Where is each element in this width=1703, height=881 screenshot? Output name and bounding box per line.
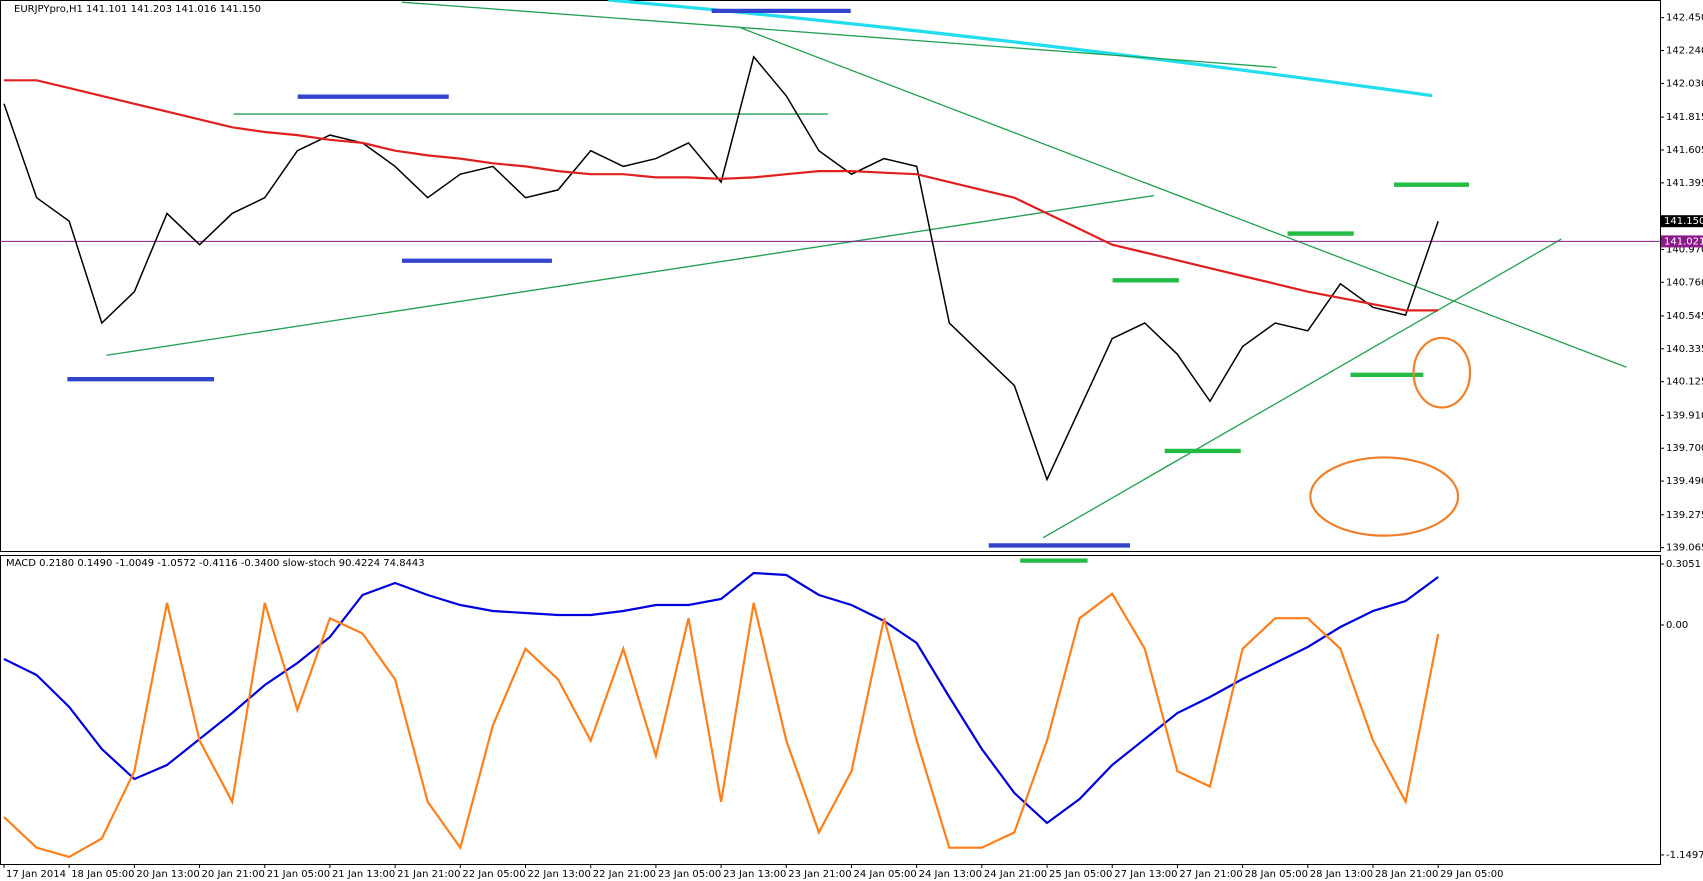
y-tick-label: 140.125 [1666,377,1703,388]
y-tick-label: 142.450 [1666,13,1703,24]
y-tick-label: 140.970 [1666,244,1703,255]
x-tick-label: 22 Jan 05:00 [462,869,525,880]
y-tick-label: 140.545 [1666,311,1703,322]
y-tick-label: -1.1497 [1666,850,1703,861]
x-tick-label: 23 Jan 05:00 [658,869,721,880]
y-tick-label: 0.00 [1666,620,1688,631]
y-tick-label: 140.335 [1666,344,1703,355]
indicator-header: MACD 0.2180 0.1490 -1.0049 -1.0572 -0.41… [6,558,425,569]
x-tick-label: 21 Jan 05:00 [267,869,330,880]
y-tick-label: 139.065 [1666,543,1703,554]
y-tick-label: 139.275 [1666,510,1703,521]
trendline [738,26,1627,368]
price-tag-label: 141.021 [1664,236,1703,247]
y-tick-label: 0.3051 [1666,559,1701,570]
x-tick-label: 22 Jan 21:00 [593,869,656,880]
x-tick-label: 28 Jan 05:00 [1245,869,1308,880]
x-tick-label: 27 Jan 21:00 [1179,869,1242,880]
series-line [3,592,1440,859]
x-tick-label: 23 Jan 13:00 [723,869,786,880]
x-tick-label: 20 Jan 13:00 [136,869,199,880]
x-tick-label: 27 Jan 13:00 [1114,869,1177,880]
y-tick-label: 141.605 [1666,145,1703,156]
x-tick-label: 28 Jan 13:00 [1310,869,1373,880]
y-tick-label: 141.395 [1666,178,1703,189]
main-header: EURJPYpro,H1 141.101 141.203 141.016 141… [14,4,261,15]
y-tick-label: 141.815 [1666,112,1703,123]
trendline [106,194,1154,356]
indicator-frame [0,555,1661,865]
x-tick-label: 23 Jan 21:00 [788,869,851,880]
price-tag [1661,235,1703,248]
main-frame [0,0,1661,552]
circle-mark [1412,336,1472,409]
series-line [4,79,1439,312]
y-tick-label: 139.910 [1666,410,1703,421]
series-line [3,55,1439,482]
x-tick-label: 28 Jan 21:00 [1375,869,1438,880]
series-line [3,571,1439,825]
support-marks [67,8,1130,548]
x-tick-label: 21 Jan 13:00 [332,869,395,880]
level-marks [1020,182,1469,563]
x-tick-label: 17 Jan 2014 [6,869,66,880]
y-tick-label: 139.700 [1666,443,1703,454]
annotations [67,0,1627,563]
price-tag [1661,215,1703,228]
trendline [401,1,1277,69]
x-tick-label: 25 Jan 05:00 [1049,869,1112,880]
price-tag-label: 141.150 [1664,216,1703,227]
x-tick-label: 21 Jan 21:00 [397,869,460,880]
x-tick-label: 24 Jan 05:00 [853,869,916,880]
x-tick-label: 24 Jan 13:00 [919,869,982,880]
x-tick-label: 20 Jan 21:00 [202,869,265,880]
x-tick-label: 29 Jan 05:00 [1440,869,1503,880]
y-tick-label: 142.030 [1666,78,1703,89]
y-tick-label: 139.490 [1666,476,1703,487]
x-tick-label: 18 Jan 05:00 [71,869,134,880]
trendline [1042,238,1562,539]
circle-mark [1309,456,1460,537]
x-tick-label: 22 Jan 13:00 [528,869,591,880]
x-tick-label: 24 Jan 21:00 [984,869,1047,880]
y-tick-label: 140.760 [1666,277,1703,288]
y-tick-label: 142.240 [1666,46,1703,57]
